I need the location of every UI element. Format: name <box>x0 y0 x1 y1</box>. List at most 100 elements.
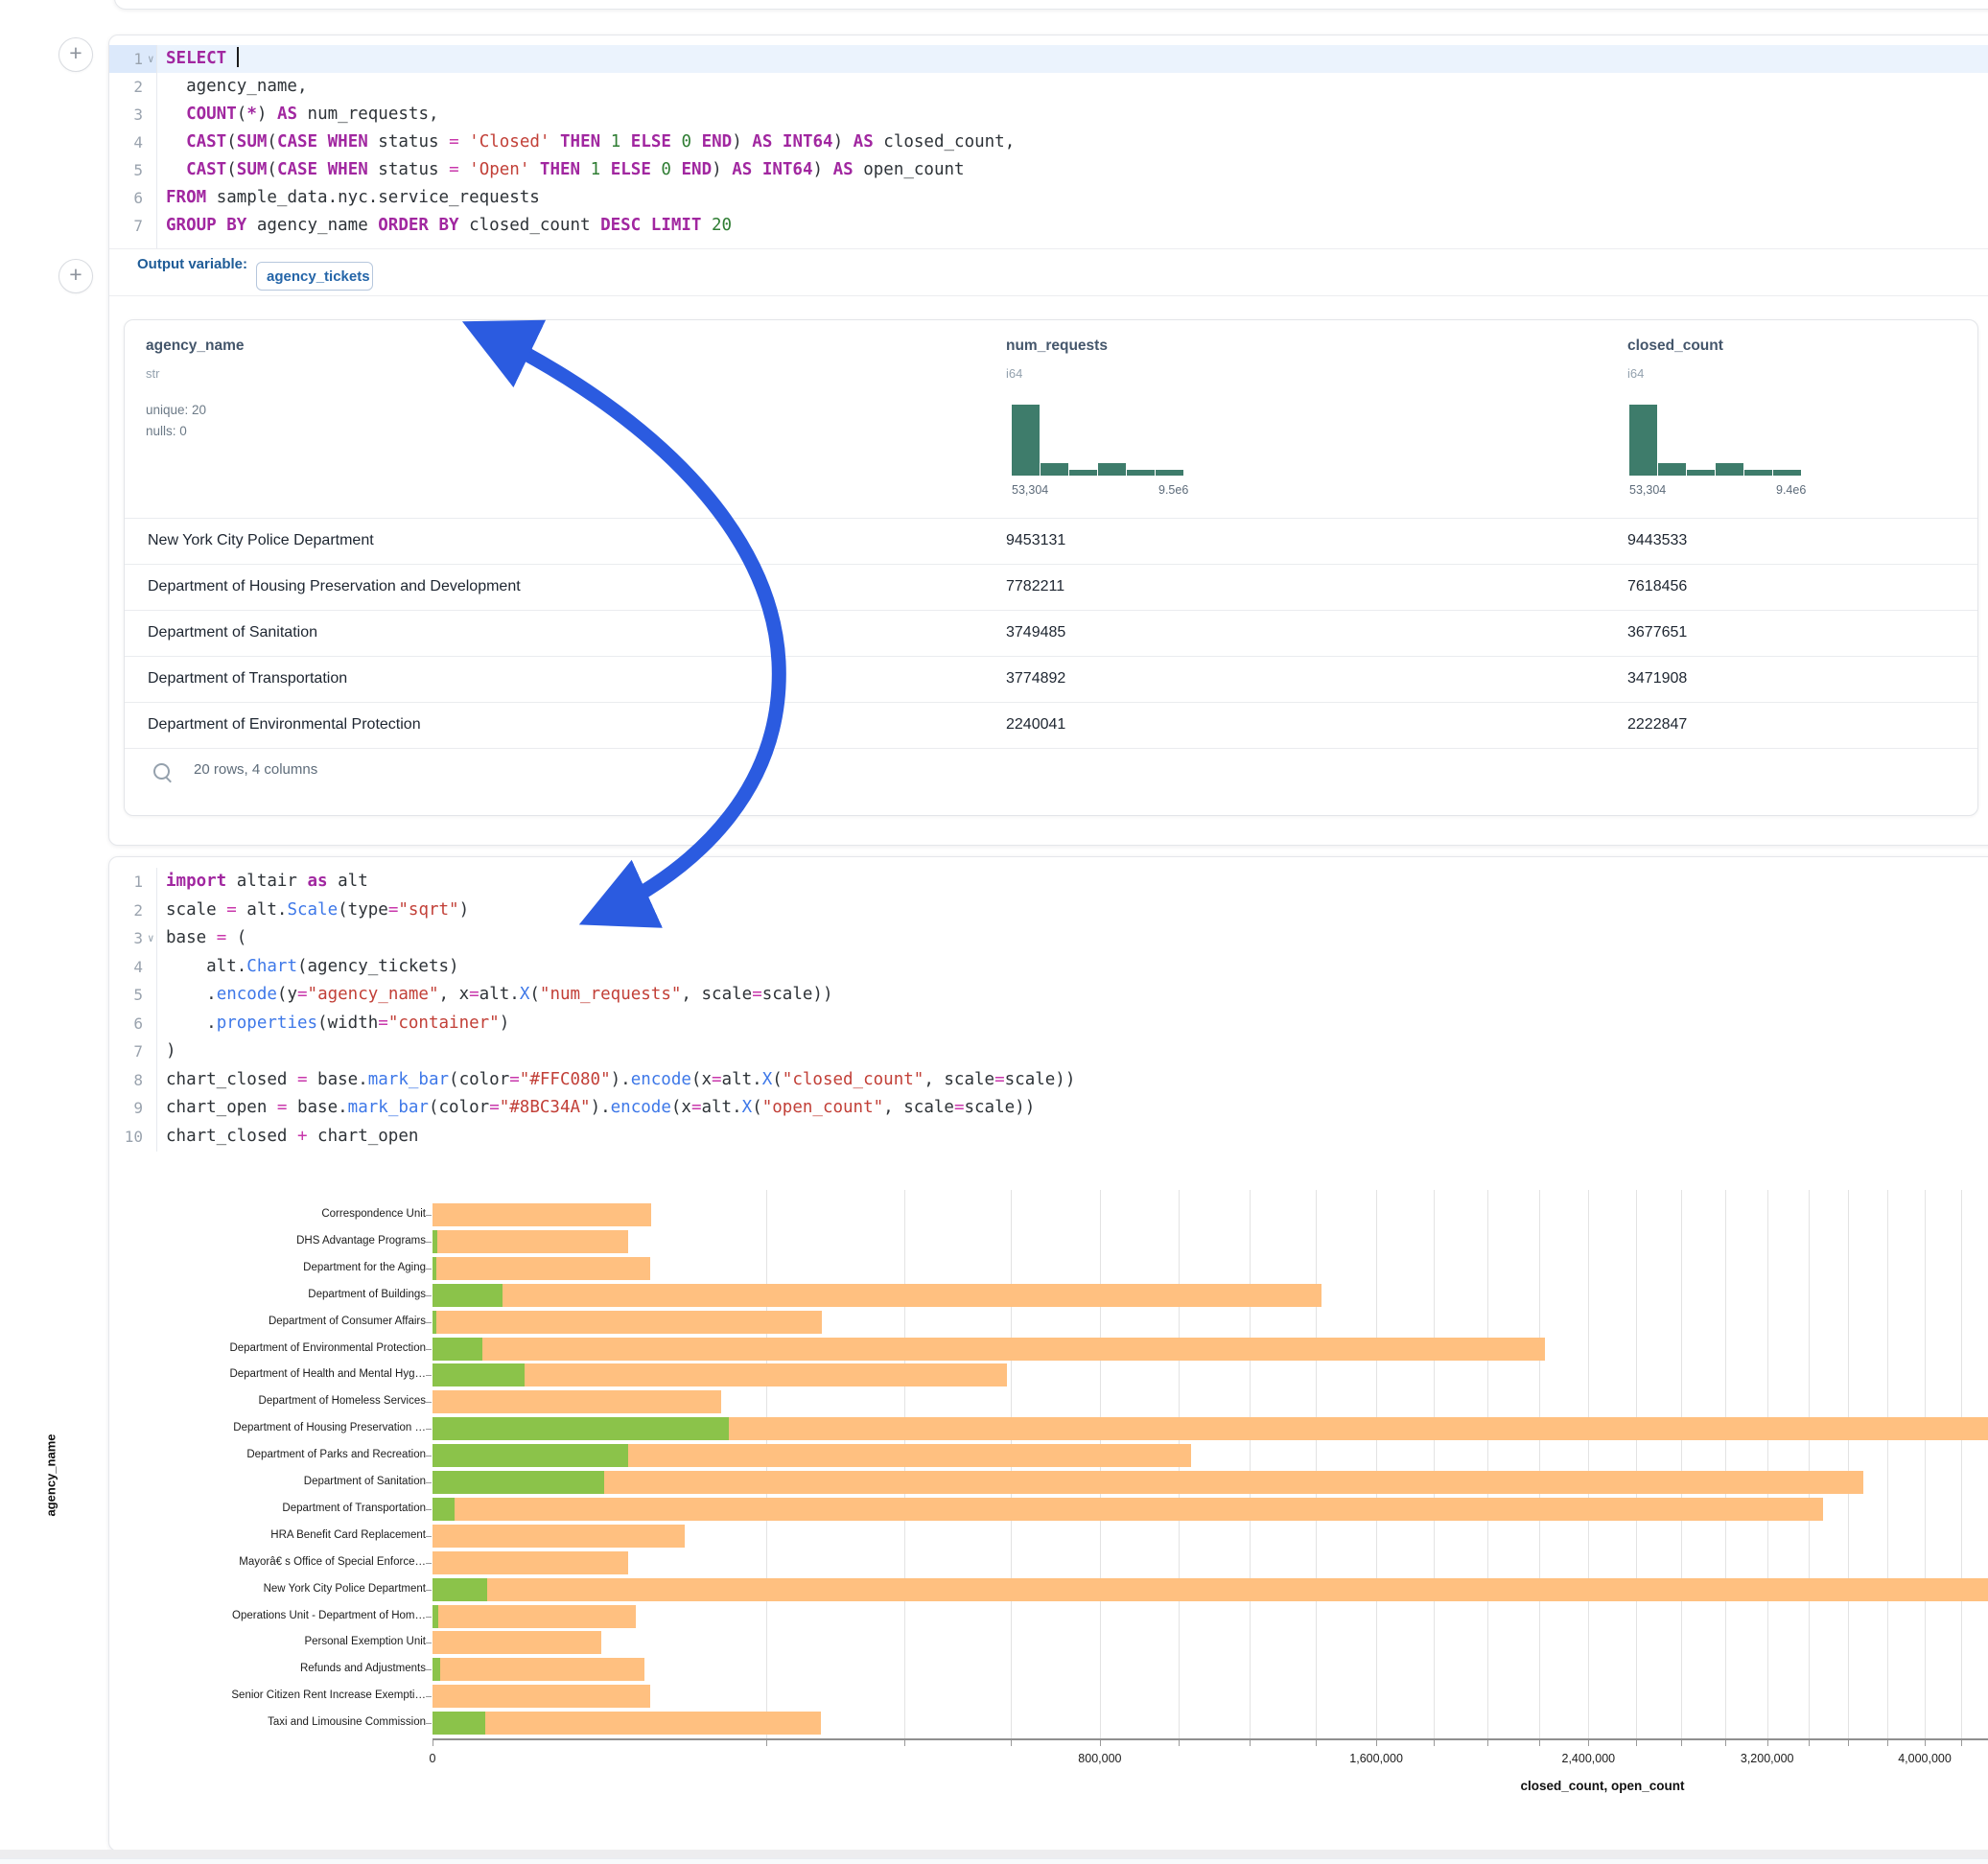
chart-bar-open <box>433 1230 437 1253</box>
cell-num-requests: 7782211 <box>1006 564 1064 610</box>
divider <box>109 248 1988 249</box>
gridline <box>1250 1190 1251 1738</box>
chart-bar-closed <box>433 1685 650 1708</box>
code-text: .encode(y="agency_name", x=alt.X("num_re… <box>166 981 833 1009</box>
histogram-bar <box>1687 470 1715 476</box>
histogram-bar <box>1658 463 1686 476</box>
x-axis-tick <box>1925 1740 1926 1746</box>
y-axis-tick <box>426 1723 432 1724</box>
gridline <box>1434 1190 1435 1738</box>
cell-closed-count: 2222847 <box>1627 702 1687 748</box>
cell-num-requests: 3774892 <box>1006 656 1065 702</box>
code-line[interactable]: 4 alt.Chart(agency_tickets) <box>109 953 1988 981</box>
histogram-bar <box>1012 405 1040 476</box>
line-number: 10 <box>109 1123 143 1151</box>
gridline <box>1588 1190 1589 1738</box>
chart-bar-closed <box>433 1658 644 1681</box>
chart-category-label: Department of Environmental Protection <box>119 1342 426 1354</box>
chart-bar-closed <box>433 1631 601 1654</box>
code-line[interactable]: 5 .encode(y="agency_name", x=alt.X("num_… <box>109 981 1988 1009</box>
x-axis-tick <box>1100 1740 1101 1746</box>
chart-bar-open <box>433 1471 604 1494</box>
line-number: 2 <box>109 73 143 101</box>
add-cell-button-output[interactable]: + <box>58 259 93 293</box>
code-line[interactable]: 4 CAST(SUM(CASE WHEN status = 'Closed' T… <box>109 128 1988 156</box>
histogram-max-label: 9.5e6 <box>1158 483 1188 497</box>
chart-category-label: Taxi and Limousine Commission <box>119 1716 426 1728</box>
gridline <box>1636 1190 1637 1738</box>
y-axis-tick <box>426 1375 432 1376</box>
gutter-separator <box>156 45 157 248</box>
chart-bar-open <box>433 1658 440 1681</box>
code-text: FROM sample_data.nyc.service_requests <box>166 184 540 212</box>
code-line[interactable]: 6 .properties(width="container") <box>109 1010 1988 1037</box>
chart-category-label: Personal Exemption Unit <box>119 1636 426 1647</box>
python-editor[interactable]: 1import altair as alt2scale = alt.Scale(… <box>109 857 1988 1152</box>
y-axis-tick <box>426 1429 432 1430</box>
column-header-num-requests: num_requests <box>1006 338 1108 355</box>
code-line[interactable]: 2 agency_name, <box>109 73 1988 101</box>
fold-caret-icon[interactable]: ∨ <box>148 924 154 952</box>
code-line[interactable]: 7) <box>109 1037 1988 1065</box>
code-line[interactable]: 1∨SELECT <box>109 45 1988 73</box>
chart-bar-closed <box>433 1498 1823 1521</box>
x-axis-line <box>433 1738 1988 1740</box>
y-axis-tick <box>426 1669 432 1670</box>
x-axis-tick-label: 3,200,000 <box>1741 1752 1794 1765</box>
chart-category-label: Department of Transportation <box>119 1503 426 1514</box>
fold-caret-icon[interactable]: ∨ <box>148 45 154 73</box>
cell-agency-name: New York City Police Department <box>148 518 374 564</box>
chart-category-label: HRA Benefit Card Replacement <box>119 1529 426 1541</box>
code-text: CAST(SUM(CASE WHEN status = 'Open' THEN … <box>166 156 965 184</box>
code-line[interactable]: 6FROM sample_data.nyc.service_requests <box>109 184 1988 212</box>
gridline <box>1961 1190 1962 1738</box>
code-line[interactable]: 10 chart_closed + chart_open <box>109 1123 1988 1151</box>
chart-bar-open <box>433 1605 438 1628</box>
output-variable-input[interactable]: agency_tickets <box>256 262 373 291</box>
y-axis-tick <box>426 1509 432 1510</box>
cell-closed-count: 9443533 <box>1627 518 1687 564</box>
search-icon[interactable] <box>153 763 170 780</box>
line-number: 1 <box>109 868 143 896</box>
gridline <box>1925 1190 1926 1738</box>
cell-agency-name: Department of Transportation <box>148 656 347 702</box>
cell-num-requests: 3749485 <box>1006 610 1065 656</box>
code-line[interactable]: 8chart_closed = base.mark_bar(color="#FF… <box>109 1066 1988 1094</box>
code-line[interactable]: 3∨base = ( <box>109 924 1988 952</box>
histogram-bar <box>1744 470 1772 476</box>
output-variable-label: Output variable: <box>137 256 247 272</box>
chart-plot-area <box>433 1190 1988 1738</box>
code-text: alt.Chart(agency_tickets) <box>166 953 459 981</box>
gridline <box>1767 1190 1768 1738</box>
sql-editor[interactable]: 1∨SELECT 2 agency_name,3 COUNT(*) AS num… <box>109 35 1988 239</box>
y-axis-tick <box>426 1295 432 1296</box>
gridline <box>1681 1190 1682 1738</box>
gridline <box>1809 1190 1810 1738</box>
code-text: GROUP BY agency_name ORDER BY closed_cou… <box>166 212 732 240</box>
code-text: chart_closed + chart_open <box>166 1123 418 1151</box>
chart-bar-open <box>433 1498 455 1521</box>
y-axis-tick <box>426 1590 432 1591</box>
histogram-bar <box>1098 463 1126 476</box>
x-axis-tick <box>1588 1740 1589 1746</box>
code-line[interactable]: 9chart_open = base.mark_bar(color="#8BC3… <box>109 1094 1988 1122</box>
chart-category-label: Department of Housing Preservation … <box>119 1422 426 1433</box>
chart-bar-open <box>433 1578 487 1601</box>
code-line[interactable]: 5 CAST(SUM(CASE WHEN status = 'Open' THE… <box>109 156 1988 184</box>
chart-bar-closed <box>433 1712 821 1735</box>
bar-chart: Correspondence UnitDHS Advantage Program… <box>109 1180 1988 1794</box>
histogram-bar <box>1156 470 1183 476</box>
chart-bar-open <box>433 1444 628 1467</box>
code-line[interactable]: 3 COUNT(*) AS num_requests, <box>109 101 1988 128</box>
results-table: agency_name str unique: 20 nulls: 0 num_… <box>124 319 1978 816</box>
code-line[interactable]: 7GROUP BY agency_name ORDER BY closed_co… <box>109 212 1988 240</box>
cell-agency-name: Department of Housing Preservation and D… <box>148 564 521 610</box>
y-axis-tick <box>426 1536 432 1537</box>
chart-bar-open <box>433 1417 729 1440</box>
add-cell-button-top[interactable]: + <box>58 37 93 72</box>
line-number: 4 <box>109 953 143 981</box>
chart-bar-closed <box>433 1390 721 1413</box>
code-line[interactable]: 2scale = alt.Scale(type="sqrt") <box>109 897 1988 924</box>
code-line[interactable]: 1import altair as alt <box>109 868 1988 896</box>
histogram-closed-count <box>1629 405 1802 476</box>
